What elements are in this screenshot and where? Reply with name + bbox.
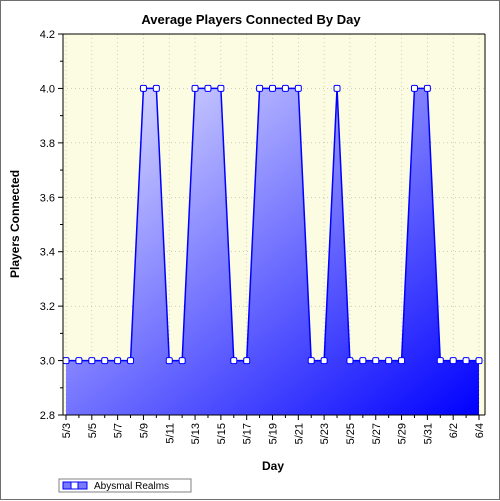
data-point [101, 357, 109, 365]
data-point [372, 357, 380, 365]
data-point [62, 357, 70, 365]
x-axis-ticks: 5/3 5/5 5/7 5/9 5/11 5/13 5/15 5/17 5/19 5/21 5/23… [61, 415, 486, 444]
x-tick-label: 5/29 [397, 423, 409, 444]
data-point [436, 357, 444, 365]
data-point [191, 84, 199, 92]
data-point [88, 357, 96, 365]
x-tick-label: 5/23 [319, 423, 331, 444]
data-point [256, 84, 264, 92]
series-area-fill [66, 88, 479, 415]
data-point [449, 357, 457, 365]
data-point [346, 357, 354, 365]
data-point [204, 84, 212, 92]
x-tick-label: 5/15 [216, 423, 228, 444]
legend-marker [70, 481, 79, 490]
x-tick-label: 5/19 [268, 423, 280, 444]
x-tick-label: 5/9 [138, 423, 150, 438]
x-tick-label: 6/4 [474, 423, 486, 438]
data-point [152, 84, 160, 92]
x-tick-label: 5/13 [190, 423, 202, 444]
x-axis-title: Day [262, 459, 284, 473]
data-point [410, 84, 418, 92]
data-point [178, 357, 186, 365]
data-point [114, 357, 122, 365]
data-point [475, 357, 483, 365]
x-tick-label: 5/5 [87, 423, 99, 438]
data-point [139, 84, 147, 92]
x-tick-label: 5/7 [113, 423, 125, 438]
x-tick-label: 5/31 [422, 423, 434, 444]
legend: Abysmal Realms [58, 478, 192, 493]
data-point [217, 84, 225, 92]
x-tick-label: 5/27 [371, 423, 383, 444]
data-point [359, 357, 367, 365]
y-tick-label: 4.2 [40, 29, 55, 41]
data-point [294, 84, 302, 92]
data-point [423, 84, 431, 92]
data-point [269, 84, 276, 92]
data-point [243, 357, 251, 365]
data-point [385, 357, 393, 365]
data-point [75, 357, 83, 365]
x-tick-label: 5/21 [293, 423, 305, 444]
x-tick-label: 5/11 [164, 423, 176, 444]
y-tick-label: 3.2 [40, 301, 55, 313]
data-point [230, 357, 238, 365]
x-tick-label: 6/2 [448, 423, 460, 438]
y-axis-title: Players Connected [8, 170, 22, 278]
data-point [462, 357, 470, 365]
chart-title: Average Players Connected By Day [141, 12, 361, 27]
y-axis-ticks: 2.8 3.0 3.2 3.4 3.6 3.8 4.0 4.2 [40, 29, 63, 422]
x-tick-label: 5/17 [242, 423, 254, 444]
y-tick-label: 4.0 [40, 83, 55, 95]
data-point [127, 357, 135, 365]
y-tick-label: 3.0 [40, 356, 55, 368]
data-point [398, 357, 406, 365]
y-tick-label: 2.8 [40, 410, 55, 422]
y-tick-label: 3.4 [40, 247, 55, 259]
data-point [307, 357, 315, 365]
x-tick-label: 5/3 [61, 423, 73, 438]
legend-label: Abysmal Realms [94, 481, 169, 492]
x-tick-label: 5/25 [345, 423, 357, 444]
y-tick-label: 3.6 [40, 192, 55, 204]
data-point [165, 357, 173, 365]
data-point [320, 357, 328, 365]
y-tick-label: 3.8 [40, 138, 55, 150]
data-point [281, 84, 289, 92]
series-points [62, 84, 483, 365]
data-point [333, 84, 341, 92]
legend-box [58, 478, 192, 493]
